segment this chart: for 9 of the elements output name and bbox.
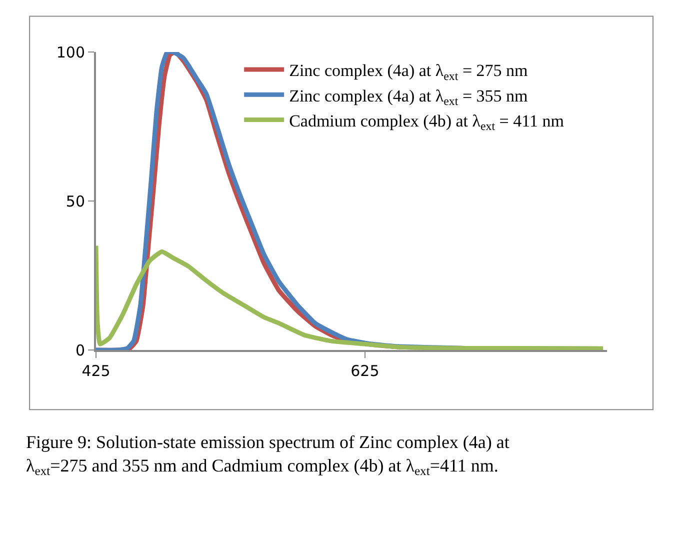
legend-label: Cadmium complex (4b) at λ$_{ext}$ = 411 nm [289, 111, 564, 133]
caption: Figure 9: Solution-state emission spectrum of Zinc complex (4a) at λ$_{ext}$=275 and 355 nm and Cadmium complex (4b) at λ$_{ext}$=411 nm. [26, 432, 510, 478]
x-tick-label: 425 [82, 362, 110, 380]
y-tick-label: 100 [56, 43, 85, 62]
y-tick-label: 50 [66, 192, 85, 210]
legend-label: Zinc complex (4a) at λ$_{ext}$ = 355 nm [289, 86, 528, 108]
legend-label: Zinc complex (4a) at λ$_{ext}$ = 275 nm [289, 61, 528, 83]
y-tick-label: 0 [75, 341, 85, 360]
x-tick-label: 625 [350, 362, 380, 380]
